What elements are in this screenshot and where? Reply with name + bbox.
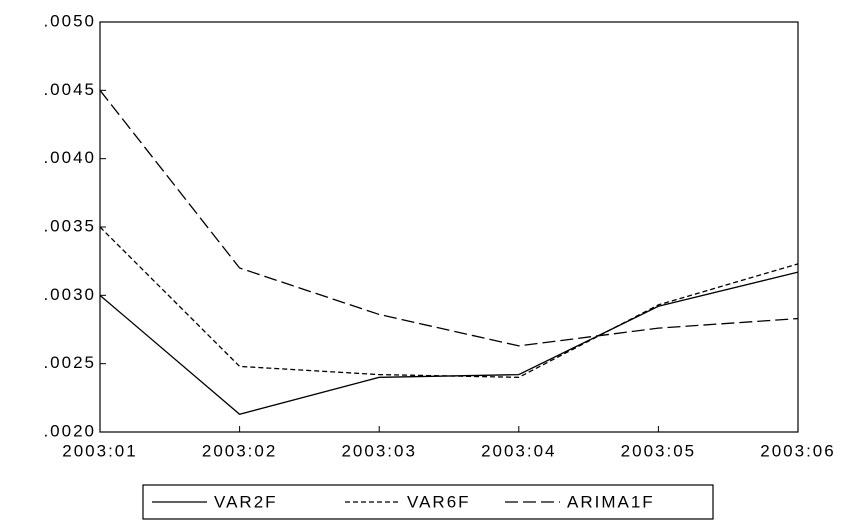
series-line	[99, 89, 799, 347]
x-tick-label: 2003:05	[621, 441, 696, 460]
y-tick-label: .0035	[43, 216, 96, 235]
y-tick-label: .0040	[43, 148, 96, 167]
x-tick-label: 2003:06	[760, 441, 835, 460]
legend-label: ARIMA1F	[567, 492, 655, 511]
y-tick-label: .0045	[43, 80, 96, 99]
legend-label: VAR2F	[214, 492, 278, 511]
y-tick-label: .0020	[43, 421, 96, 440]
x-tick-label: 2003:04	[481, 441, 556, 460]
y-tick-label: .0050	[43, 11, 96, 30]
plot-frame	[99, 21, 799, 433]
x-tick-label: 2003:02	[202, 441, 277, 460]
series-line	[99, 226, 799, 378]
y-tick-label: .0025	[43, 353, 96, 372]
legend-box	[142, 484, 714, 520]
y-tick-label: .0030	[43, 285, 96, 304]
series-line	[99, 271, 799, 415]
legend-label: VAR6F	[407, 492, 471, 511]
x-tick-label: 2003:03	[341, 441, 416, 460]
x-tick-label: 2003:01	[62, 441, 137, 460]
